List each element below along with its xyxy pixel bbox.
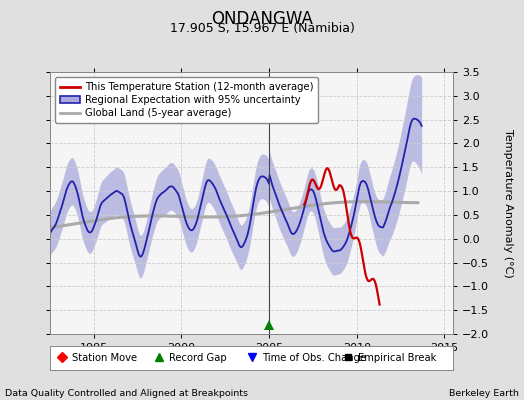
Text: Data Quality Controlled and Aligned at Breakpoints: Data Quality Controlled and Aligned at B… — [5, 389, 248, 398]
Text: ONDANGWA: ONDANGWA — [211, 10, 313, 28]
Text: Record Gap: Record Gap — [169, 353, 226, 363]
Text: Time of Obs. Change: Time of Obs. Change — [261, 353, 366, 363]
Text: Berkeley Earth: Berkeley Earth — [449, 389, 519, 398]
Y-axis label: Temperature Anomaly (°C): Temperature Anomaly (°C) — [503, 129, 514, 277]
Text: Empirical Break: Empirical Break — [358, 353, 437, 363]
Text: Station Move: Station Move — [72, 353, 137, 363]
Text: 17.905 S, 15.967 E (Namibia): 17.905 S, 15.967 E (Namibia) — [170, 22, 354, 35]
Legend: This Temperature Station (12-month average), Regional Expectation with 95% uncer: This Temperature Station (12-month avera… — [55, 77, 318, 123]
